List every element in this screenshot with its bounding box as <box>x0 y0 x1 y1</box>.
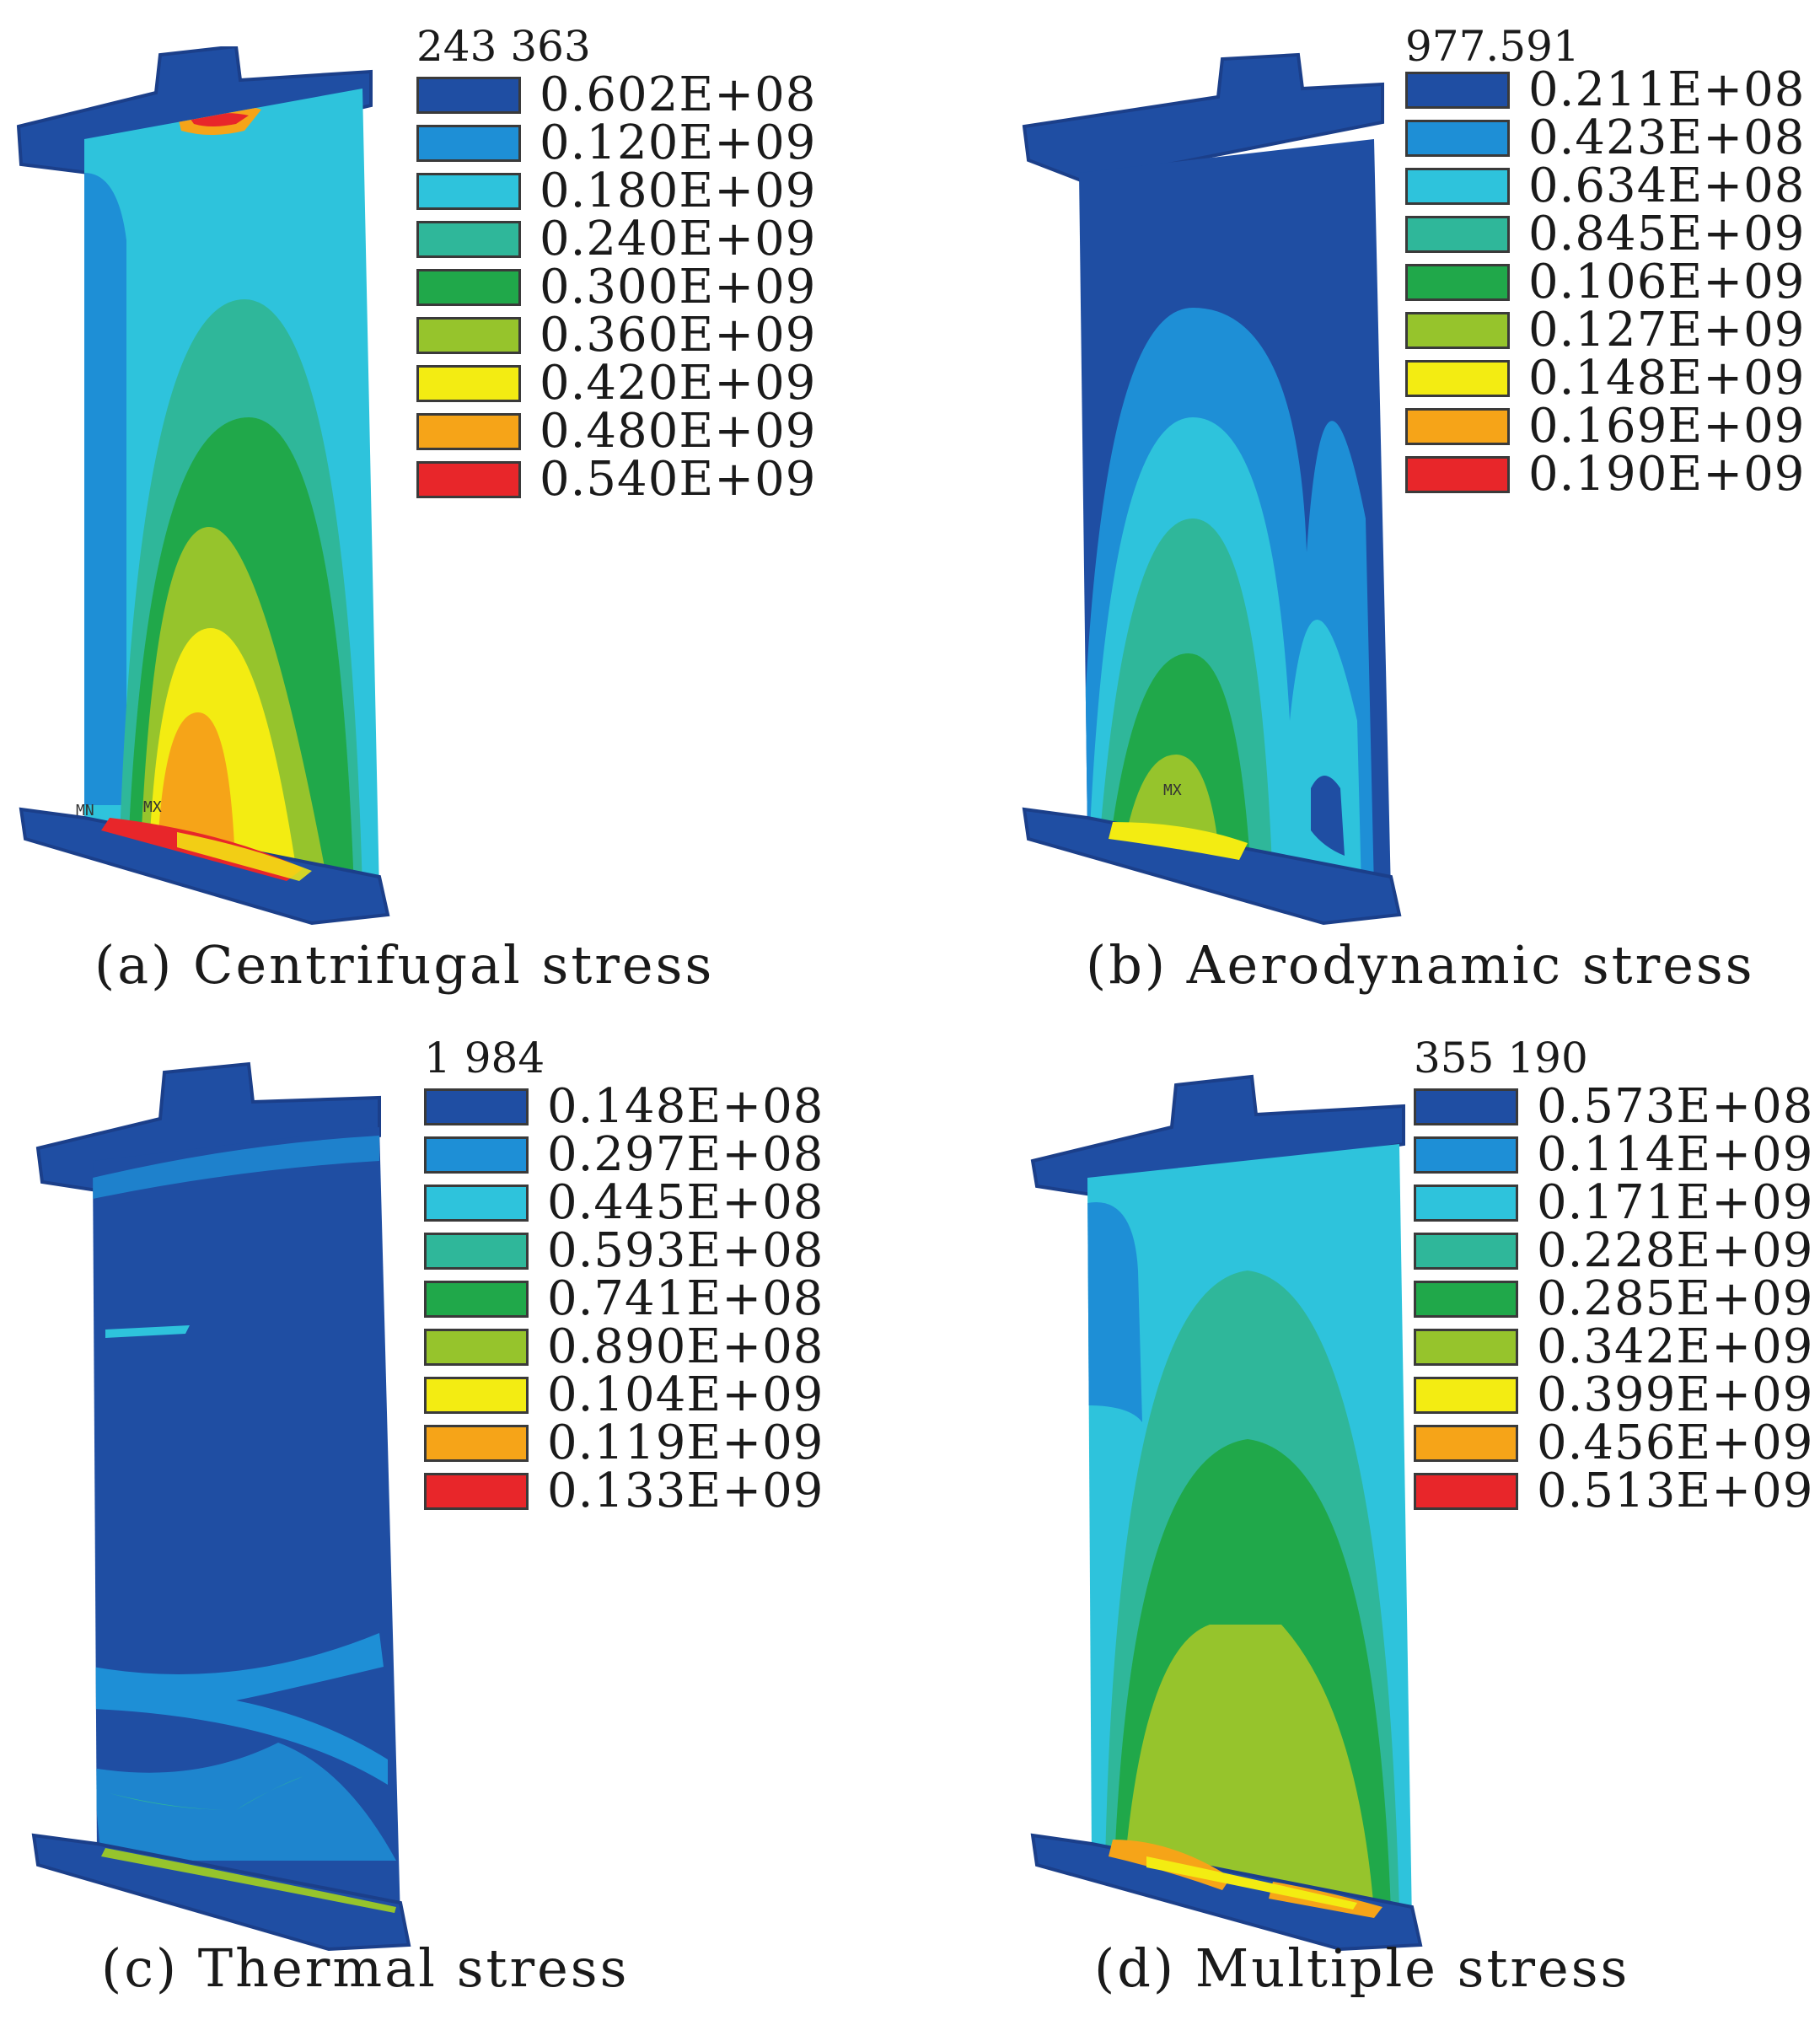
legend-label: 0.148E+09 <box>1528 351 1806 406</box>
annotation-mx-a: MX <box>143 798 162 816</box>
annotation-mx-b: MX <box>1163 782 1182 799</box>
legend-label: 0.114E+09 <box>1537 1127 1814 1182</box>
legend-swatch <box>1405 312 1510 349</box>
legend-label: 0.133E+09 <box>547 1464 824 1518</box>
legend-label: 0.120E+09 <box>540 115 817 170</box>
legend-label: 0.240E+09 <box>540 212 817 266</box>
legend-swatch <box>424 1185 529 1222</box>
legend-swatch <box>416 125 521 162</box>
legend-label: 0.399E+09 <box>1537 1367 1814 1422</box>
panel-a: MN MX 243 363 0.602E+08 0.120E+09 0.180E… <box>0 0 910 1018</box>
legend-label: 0.127E+09 <box>1528 303 1806 357</box>
legend-swatch <box>1405 72 1510 109</box>
legend-swatch <box>416 365 521 402</box>
legend-a: 243 363 0.602E+08 0.120E+09 0.180E+09 0.… <box>416 23 889 512</box>
legend-min-value: 977.591 <box>1405 22 1580 71</box>
legend-swatch <box>1414 1425 1518 1462</box>
legend-swatch <box>1414 1281 1518 1318</box>
blade-contour-c <box>31 1061 411 1952</box>
legend-label: 0.342E+09 <box>1537 1319 1814 1374</box>
panel-b: MX 977.591 0.211E+08 0.423E+08 0.634E+08… <box>927 0 1820 1018</box>
panel-c: 1 984 0.148E+08 0.297E+08 0.445E+08 0.59… <box>0 1018 910 2036</box>
legend-swatch <box>1405 408 1510 445</box>
caption-b: (b) Aerodynamic stress <box>1086 934 1755 996</box>
legend-label: 0.540E+09 <box>540 452 817 507</box>
legend-swatch <box>424 1425 529 1462</box>
legend-swatch <box>416 173 521 210</box>
legend-label: 0.297E+08 <box>547 1127 824 1182</box>
legend-swatch <box>1414 1233 1518 1270</box>
legend-swatch <box>1414 1185 1518 1222</box>
legend-swatch <box>424 1377 529 1414</box>
legend-swatch <box>424 1329 529 1366</box>
legend-label: 0.169E+09 <box>1528 399 1806 454</box>
legend-label: 0.148E+08 <box>547 1079 824 1134</box>
legend-min-value: 355 190 <box>1414 1034 1588 1082</box>
legend-swatch <box>416 413 521 450</box>
legend-label: 0.845E+09 <box>1528 207 1806 261</box>
legend-label: 0.119E+09 <box>547 1416 824 1470</box>
legend-swatch <box>1405 120 1510 157</box>
legend-label: 0.593E+08 <box>547 1223 824 1278</box>
legend-swatch <box>424 1473 529 1510</box>
legend-label: 0.890E+08 <box>547 1319 824 1374</box>
legend-label: 0.285E+09 <box>1537 1271 1814 1326</box>
blade-contour-b: MX <box>1022 52 1402 926</box>
legend-swatch <box>1405 456 1510 493</box>
legend-label: 0.211E+08 <box>1528 62 1806 117</box>
legend-swatch <box>1414 1329 1518 1366</box>
legend-label: 0.602E+08 <box>540 67 817 122</box>
legend-swatch <box>416 221 521 258</box>
caption-a: (a) Centrifugal stress <box>94 934 715 996</box>
legend-label: 0.360E+09 <box>540 308 817 363</box>
legend-swatch <box>1405 216 1510 253</box>
legend-label: 0.513E+09 <box>1537 1464 1814 1518</box>
legend-swatch <box>424 1233 529 1270</box>
panel-d: 355 190 0.573E+08 0.114E+09 0.171E+09 0.… <box>927 1018 1820 2036</box>
legend-b: 977.591 0.211E+08 0.423E+08 0.634E+08 0.… <box>1405 23 1810 512</box>
blade-contour-a: MN MX <box>16 46 390 926</box>
blade-contour-d <box>1030 1074 1423 1952</box>
legend-swatch <box>416 269 521 306</box>
legend-label: 0.741E+08 <box>547 1271 824 1326</box>
legend-swatch <box>424 1136 529 1174</box>
legend-swatch <box>1405 360 1510 397</box>
legend-label: 0.480E+09 <box>540 404 817 459</box>
legend-label: 0.190E+09 <box>1528 447 1806 502</box>
legend-min-value: 243 363 <box>416 22 591 71</box>
legend-swatch <box>1414 1473 1518 1510</box>
legend-label: 0.300E+09 <box>540 260 817 314</box>
legend-swatch <box>1405 264 1510 301</box>
legend-label: 0.180E+09 <box>540 164 817 218</box>
legend-swatch <box>424 1088 529 1125</box>
legend-swatch <box>416 77 521 114</box>
legend-swatch <box>1414 1088 1518 1125</box>
legend-swatch <box>1414 1136 1518 1174</box>
legend-swatch <box>416 317 521 354</box>
legend-c: 1 984 0.148E+08 0.297E+08 0.445E+08 0.59… <box>424 1034 896 1523</box>
legend-swatch <box>1414 1377 1518 1414</box>
legend-label: 0.445E+08 <box>547 1175 824 1230</box>
legend-label: 0.573E+08 <box>1537 1079 1814 1134</box>
legend-label: 0.171E+09 <box>1537 1175 1814 1230</box>
legend-label: 0.456E+09 <box>1537 1416 1814 1470</box>
legend-label: 0.228E+09 <box>1537 1223 1814 1278</box>
legend-label: 0.420E+09 <box>540 356 817 411</box>
legend-label: 0.104E+09 <box>547 1367 824 1422</box>
legend-label: 0.423E+08 <box>1528 110 1806 165</box>
annotation-mn-a: MN <box>76 802 94 819</box>
caption-c: (c) Thermal stress <box>101 1937 630 1999</box>
legend-swatch <box>1405 168 1510 205</box>
legend-swatch <box>416 461 521 498</box>
legend-label: 0.106E+09 <box>1528 255 1806 309</box>
legend-label: 0.634E+08 <box>1528 158 1806 213</box>
legend-swatch <box>424 1281 529 1318</box>
caption-d: (d) Multiple stress <box>1094 1937 1630 1999</box>
legend-d: 355 190 0.573E+08 0.114E+09 0.171E+09 0.… <box>1414 1034 1814 1523</box>
legend-min-value: 1 984 <box>424 1034 545 1082</box>
